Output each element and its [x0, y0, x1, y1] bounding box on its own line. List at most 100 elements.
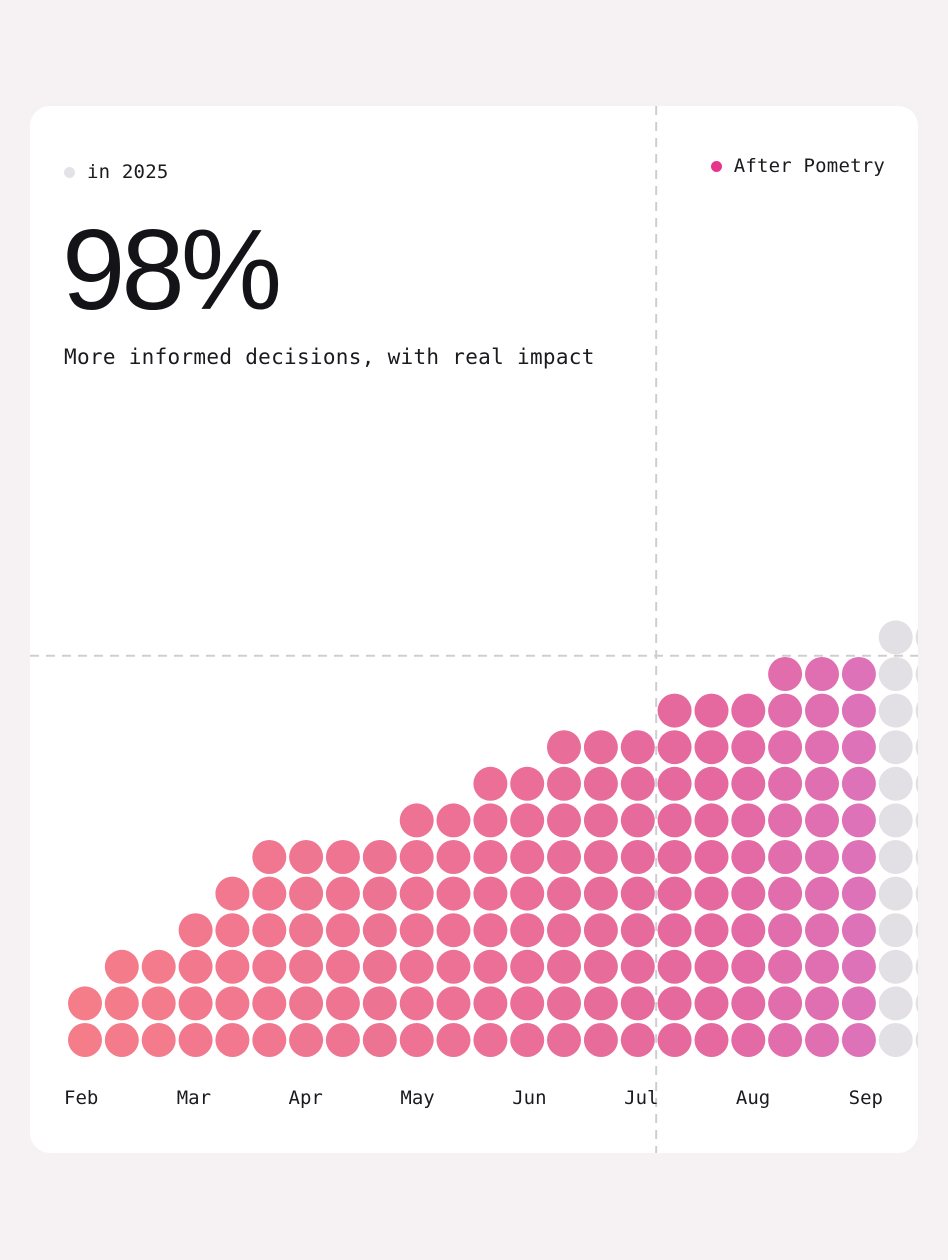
data-dot — [657, 803, 692, 838]
data-dot — [289, 913, 324, 948]
data-dot — [473, 913, 508, 948]
data-dot — [768, 986, 803, 1021]
x-tick-label: Jul — [624, 1087, 658, 1109]
data-dot — [657, 876, 692, 911]
data-dot — [915, 994, 918, 1013]
legend-highlight-dot — [710, 160, 722, 172]
data-dot — [583, 766, 618, 801]
data-dot — [583, 986, 618, 1021]
data-dot — [436, 876, 471, 911]
data-dot — [657, 986, 692, 1021]
data-dot — [694, 1023, 729, 1057]
data-dot — [805, 840, 839, 874]
data-dot — [362, 876, 397, 911]
data-dot — [841, 913, 876, 948]
data-dot — [473, 766, 508, 801]
data-dot — [252, 949, 287, 984]
data-dot — [620, 730, 655, 765]
data-dot — [325, 876, 360, 911]
data-dot — [657, 949, 692, 984]
x-tick-label: Jun — [512, 1087, 546, 1109]
data-dot — [841, 730, 876, 765]
data-dot — [215, 876, 250, 911]
data-dot — [510, 986, 545, 1021]
data-dot — [510, 840, 545, 874]
data-dot — [436, 949, 471, 984]
data-dot — [878, 986, 913, 1021]
data-dot — [178, 913, 213, 948]
x-tick-label: Sep — [849, 1087, 883, 1109]
legend-baseline: in 2025 — [64, 161, 168, 183]
data-dot — [473, 876, 508, 911]
data-dot — [805, 949, 839, 984]
data-dot — [878, 913, 913, 948]
data-dot — [878, 876, 913, 911]
data-dot — [731, 803, 766, 838]
data-dot — [215, 913, 250, 948]
x-axis-ticks: Feb Mar Apr May Jun Jul Aug Sep — [64, 1087, 883, 1109]
data-dot — [841, 803, 876, 838]
data-dot — [657, 766, 692, 801]
data-dot — [878, 1023, 913, 1057]
data-dot — [252, 913, 287, 948]
data-dot — [841, 840, 876, 874]
data-dot — [68, 1023, 102, 1057]
data-dot — [399, 986, 434, 1021]
data-dot — [878, 803, 913, 838]
data-dot — [731, 949, 766, 984]
data-dot — [325, 949, 360, 984]
data-dot — [583, 840, 618, 874]
data-dot — [694, 766, 729, 801]
data-dot — [215, 949, 250, 984]
data-dot — [768, 913, 803, 948]
data-dot — [805, 1023, 839, 1057]
data-dot — [399, 876, 434, 911]
data-dot — [620, 949, 655, 984]
data-dot — [399, 840, 434, 874]
data-dot — [547, 803, 581, 838]
data-dot — [473, 840, 508, 874]
data-dot — [325, 913, 360, 948]
data-dot — [915, 738, 918, 756]
data-dot — [547, 986, 581, 1021]
data-dot — [805, 766, 839, 801]
data-dot — [583, 913, 618, 948]
data-dot — [915, 811, 918, 830]
data-dot — [805, 986, 839, 1021]
data-dot — [104, 1023, 139, 1057]
data-dot — [620, 986, 655, 1021]
data-dot — [768, 949, 803, 984]
data-dot — [547, 949, 581, 984]
legend-highlight-label: After Pometry — [733, 155, 885, 177]
data-dot — [289, 840, 324, 874]
data-dot — [289, 876, 324, 911]
data-dot — [547, 1023, 581, 1057]
data-dot — [252, 1023, 287, 1057]
data-dot — [104, 986, 139, 1021]
data-dot — [620, 840, 655, 874]
data-dot — [694, 876, 729, 911]
data-dot — [325, 986, 360, 1021]
data-dot — [878, 620, 913, 655]
data-dot — [289, 986, 324, 1021]
data-dot — [841, 949, 876, 984]
data-dot — [915, 701, 918, 720]
data-dot — [399, 949, 434, 984]
legend-baseline-dot — [64, 166, 75, 178]
data-dot — [657, 693, 692, 728]
data-dot — [805, 876, 839, 911]
data-dot — [215, 986, 250, 1021]
crosshair — [30, 106, 918, 1153]
x-tick-label: Mar — [177, 1087, 211, 1109]
data-dot — [510, 876, 545, 911]
data-dot — [694, 949, 729, 984]
data-dot — [878, 730, 913, 765]
data-dot — [768, 730, 803, 765]
data-dot — [510, 949, 545, 984]
data-dot — [399, 803, 434, 838]
data-dot — [399, 1023, 434, 1057]
data-dot — [473, 1023, 508, 1057]
data-dot — [915, 775, 918, 793]
data-dot — [878, 657, 913, 691]
data-dot — [768, 657, 803, 691]
